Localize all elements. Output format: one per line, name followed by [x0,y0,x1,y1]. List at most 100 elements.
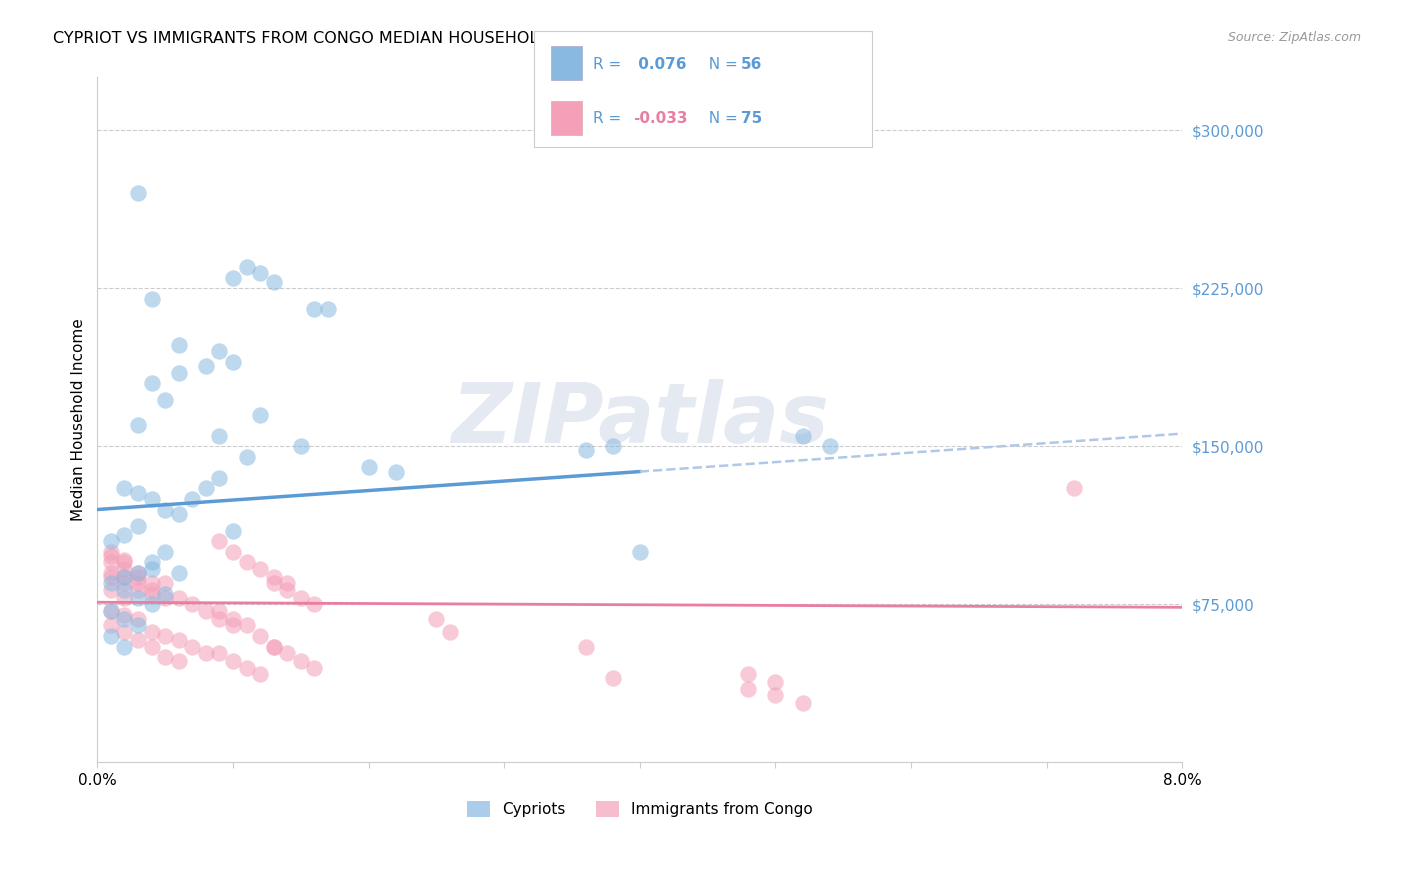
Point [100,549,122,563]
Point [153,544,176,558]
Point [194,604,217,618]
Text: 75: 75 [741,112,762,126]
Point [127,418,149,433]
Point [222,654,245,668]
Text: 56: 56 [741,56,762,71]
Point [602,439,624,453]
Point [792,429,814,443]
Point [127,566,149,580]
Point [167,654,190,668]
Text: ZIPatlas: ZIPatlas [451,379,828,460]
Point [114,570,136,584]
Point [276,646,298,660]
Point [127,485,149,500]
Point [100,566,122,580]
Point [263,570,285,584]
Point [141,598,163,612]
Point [249,408,271,422]
Point [141,624,163,639]
Point [114,528,136,542]
Point [304,302,326,317]
Point [114,561,136,575]
Point [574,640,596,654]
Point [141,555,163,569]
Point [235,260,257,274]
Point [602,671,624,685]
Point [276,576,298,591]
Text: R =: R = [593,56,627,71]
Point [222,270,245,285]
Point [153,576,176,591]
Point [181,640,204,654]
Point [141,292,163,306]
Point [153,587,176,601]
Point [208,612,231,626]
Text: R =: R = [593,112,627,126]
Point [100,570,122,584]
Text: N =: N = [699,56,742,71]
Point [167,591,190,605]
Point [249,561,271,575]
Point [167,507,190,521]
Point [194,359,217,374]
Point [127,618,149,632]
Point [114,570,136,584]
Point [357,460,380,475]
Point [100,576,122,591]
Point [127,591,149,605]
Point [100,604,122,618]
Point [141,491,163,506]
Point [153,650,176,665]
Point [208,429,231,443]
Point [114,612,136,626]
Point [425,612,447,626]
Point [249,267,271,281]
Point [439,624,461,639]
Point [304,660,326,674]
Point [114,576,136,591]
Point [208,534,231,549]
Point [141,576,163,591]
Point [114,582,136,597]
Point [290,654,312,668]
Point [263,576,285,591]
Text: CYPRIOT VS IMMIGRANTS FROM CONGO MEDIAN HOUSEHOLD INCOME CORRELATION CHART: CYPRIOT VS IMMIGRANTS FROM CONGO MEDIAN … [53,31,799,46]
Point [167,633,190,648]
Point [127,519,149,533]
Point [235,618,257,632]
Legend: Cypriots, Immigrants from Congo: Cypriots, Immigrants from Congo [461,795,818,823]
Y-axis label: Median Household Income: Median Household Income [72,318,86,521]
Point [235,555,257,569]
Point [127,612,149,626]
Point [100,629,122,643]
Point [153,502,176,516]
Point [249,629,271,643]
Point [114,640,136,654]
Point [290,591,312,605]
Point [235,450,257,464]
Point [574,443,596,458]
Point [167,566,190,580]
Point [222,618,245,632]
Point [114,591,136,605]
Point [263,275,285,289]
Point [167,338,190,352]
Point [100,544,122,558]
Point [100,604,122,618]
Point [127,566,149,580]
Point [194,646,217,660]
Point [100,534,122,549]
Point [114,555,136,569]
Point [153,392,176,407]
Point [127,186,149,201]
Point [1063,482,1085,496]
Text: N =: N = [699,112,742,126]
Point [127,576,149,591]
Point [249,667,271,681]
Point [141,587,163,601]
Point [127,582,149,597]
Point [153,591,176,605]
Point [127,633,149,648]
Point [100,582,122,597]
Point [276,582,298,597]
